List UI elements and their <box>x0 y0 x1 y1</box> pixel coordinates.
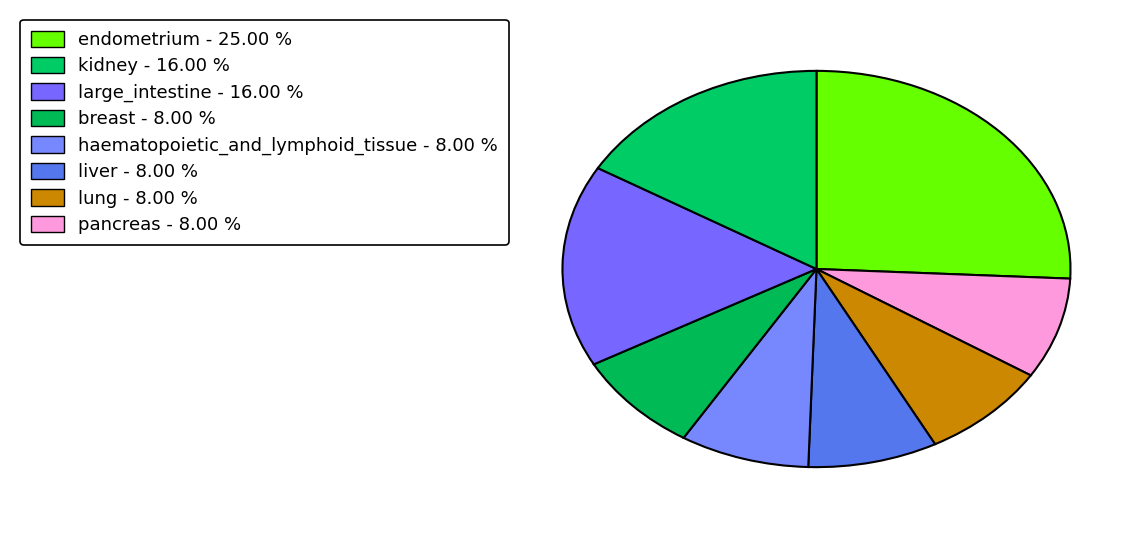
Wedge shape <box>562 168 816 364</box>
Wedge shape <box>816 269 1031 444</box>
Wedge shape <box>598 71 816 269</box>
Wedge shape <box>684 269 816 467</box>
Legend: endometrium - 25.00 %, kidney - 16.00 %, large_intestine - 16.00 %, breast - 8.0: endometrium - 25.00 %, kidney - 16.00 %,… <box>20 20 509 245</box>
Wedge shape <box>816 269 1070 376</box>
Wedge shape <box>594 269 816 438</box>
Wedge shape <box>816 71 1070 279</box>
Wedge shape <box>809 269 936 467</box>
